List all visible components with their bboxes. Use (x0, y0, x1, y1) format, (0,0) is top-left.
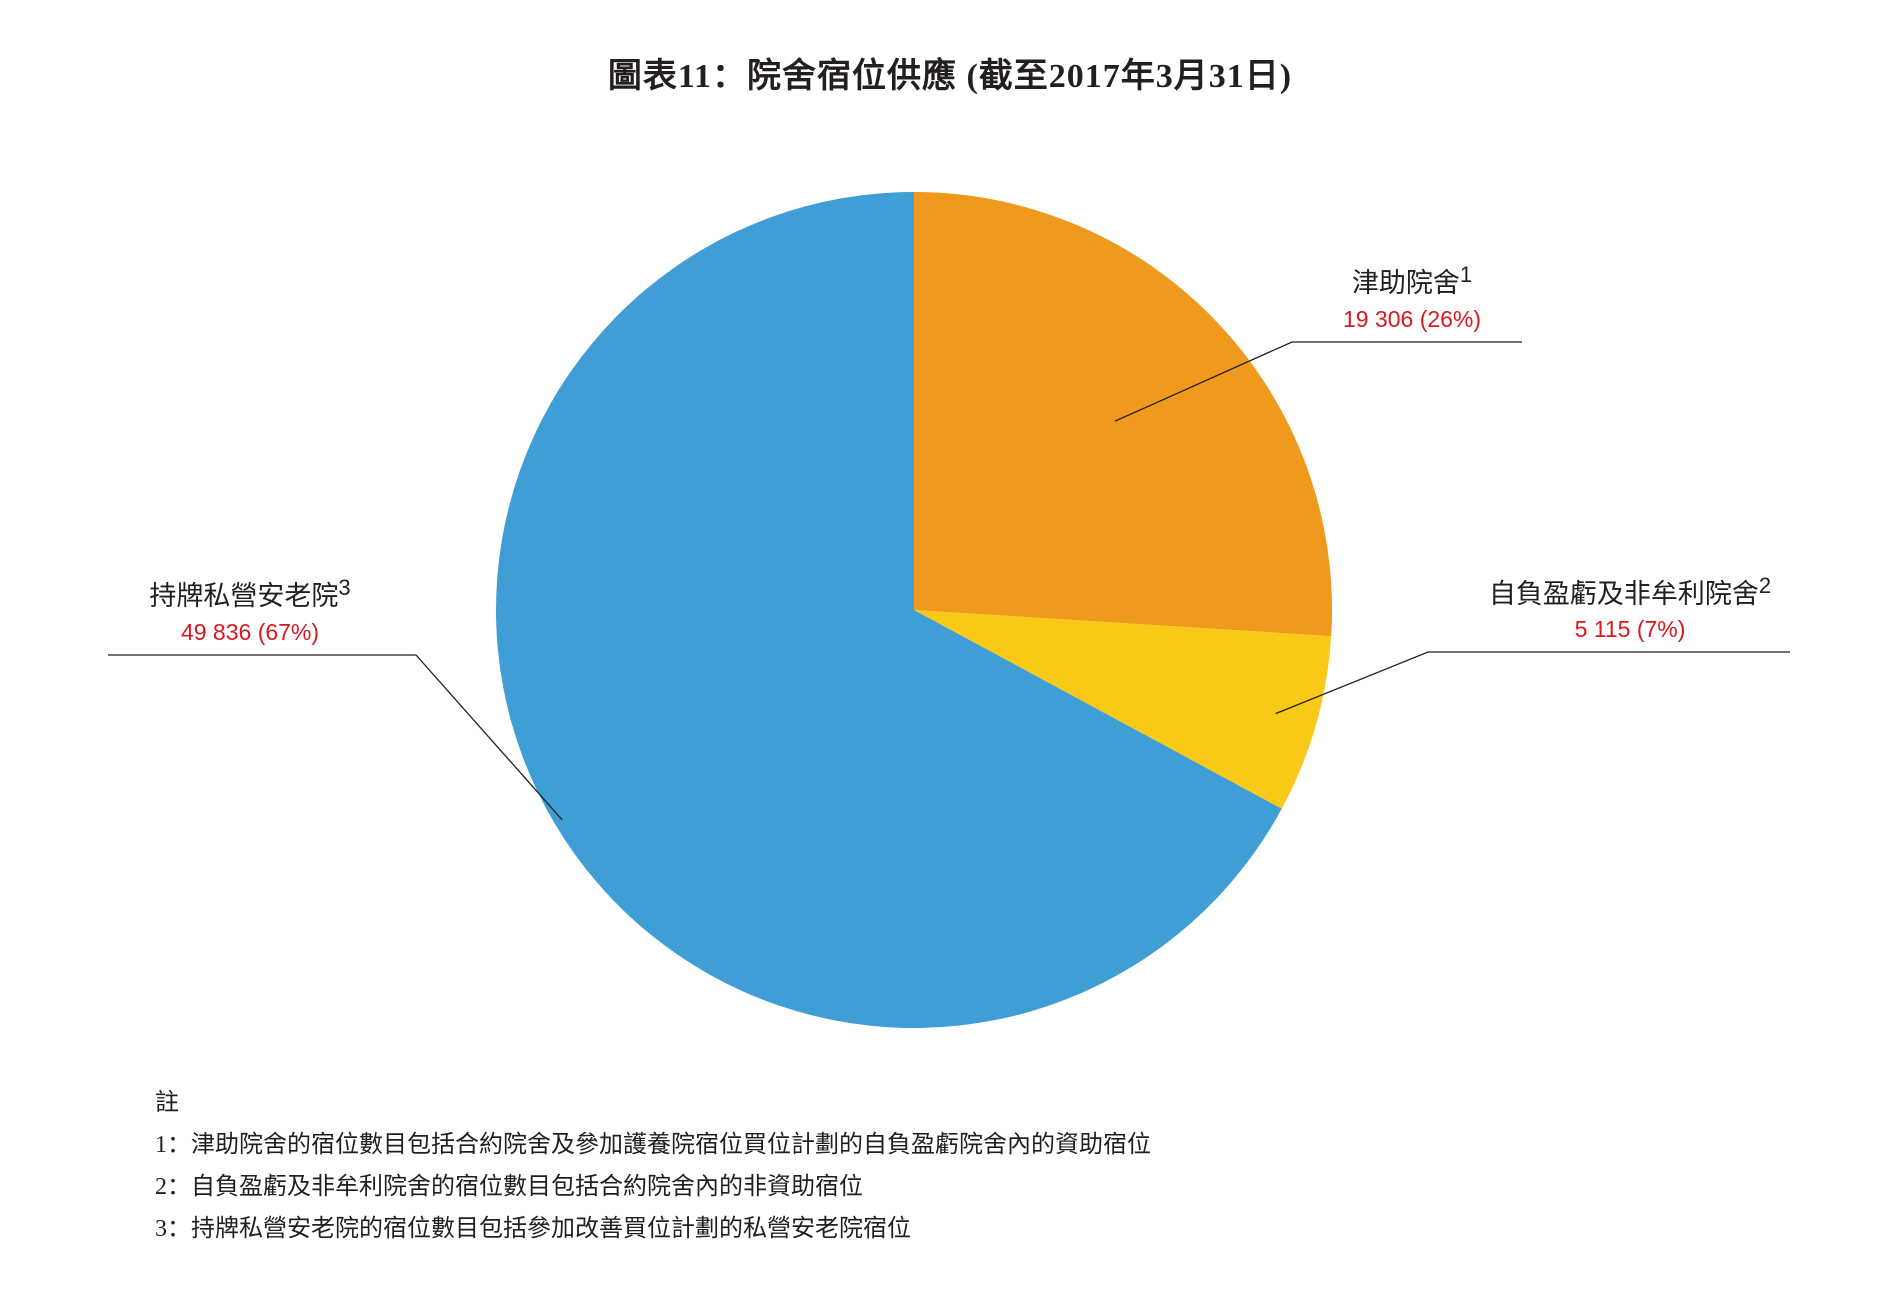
slice-label-3: 持牌私營安老院3 (149, 575, 350, 611)
leader-line-3 (108, 654, 563, 821)
pie-slice-3 (496, 192, 1282, 1028)
pie-slice-1 (914, 192, 1332, 637)
pie-slices (496, 192, 1332, 1028)
leader-line-1 (1114, 341, 1522, 422)
slice-footnote-marker-1: 1 (1460, 262, 1472, 287)
pie-slice-2 (914, 610, 1332, 809)
note-2: 2：自負盈虧及非牟利院舍的宿位數目包括合約院舍內的非資助宿位 (155, 1174, 863, 1200)
chart-title: 圖表11：院舍宿位供應 (截至2017年3月31日) (607, 58, 1293, 95)
leader-lines (108, 341, 1790, 821)
slice-label-2: 自負盈虧及非牟利院舍2 (1489, 573, 1771, 609)
slice-value-label-2: 5 115 (7%) (1575, 616, 1686, 642)
notes-heading: 註 (155, 1090, 179, 1116)
slice-footnote-marker-2: 2 (1759, 573, 1771, 598)
note-1: 1：津助院舍的宿位數目包括合約院舍及參加護養院宿位買位計劃的自負盈虧院舍內的資助… (155, 1132, 1151, 1158)
slice-label-1: 津助院舍1 (1352, 262, 1472, 298)
slice-value-label-3: 49 836 (67%) (181, 619, 319, 645)
slice-footnote-marker-3: 3 (338, 575, 350, 600)
note-3: 3：持牌私營安老院的宿位數目包括參加改善買位計劃的私營安老院宿位 (155, 1216, 911, 1242)
leader-line-2 (1275, 651, 1790, 715)
footnotes: 註 1：津助院舍的宿位數目包括合約院舍及參加護養院宿位買位計劃的自負盈虧院舍內的… (155, 1082, 1151, 1250)
slice-value-label-1: 19 306 (26%) (1343, 306, 1481, 332)
slice-labels: 津助院舍1 19 306 (26%) 自負盈虧及非牟利院舍2 5 115 (7%) 持牌… (149, 262, 1771, 645)
